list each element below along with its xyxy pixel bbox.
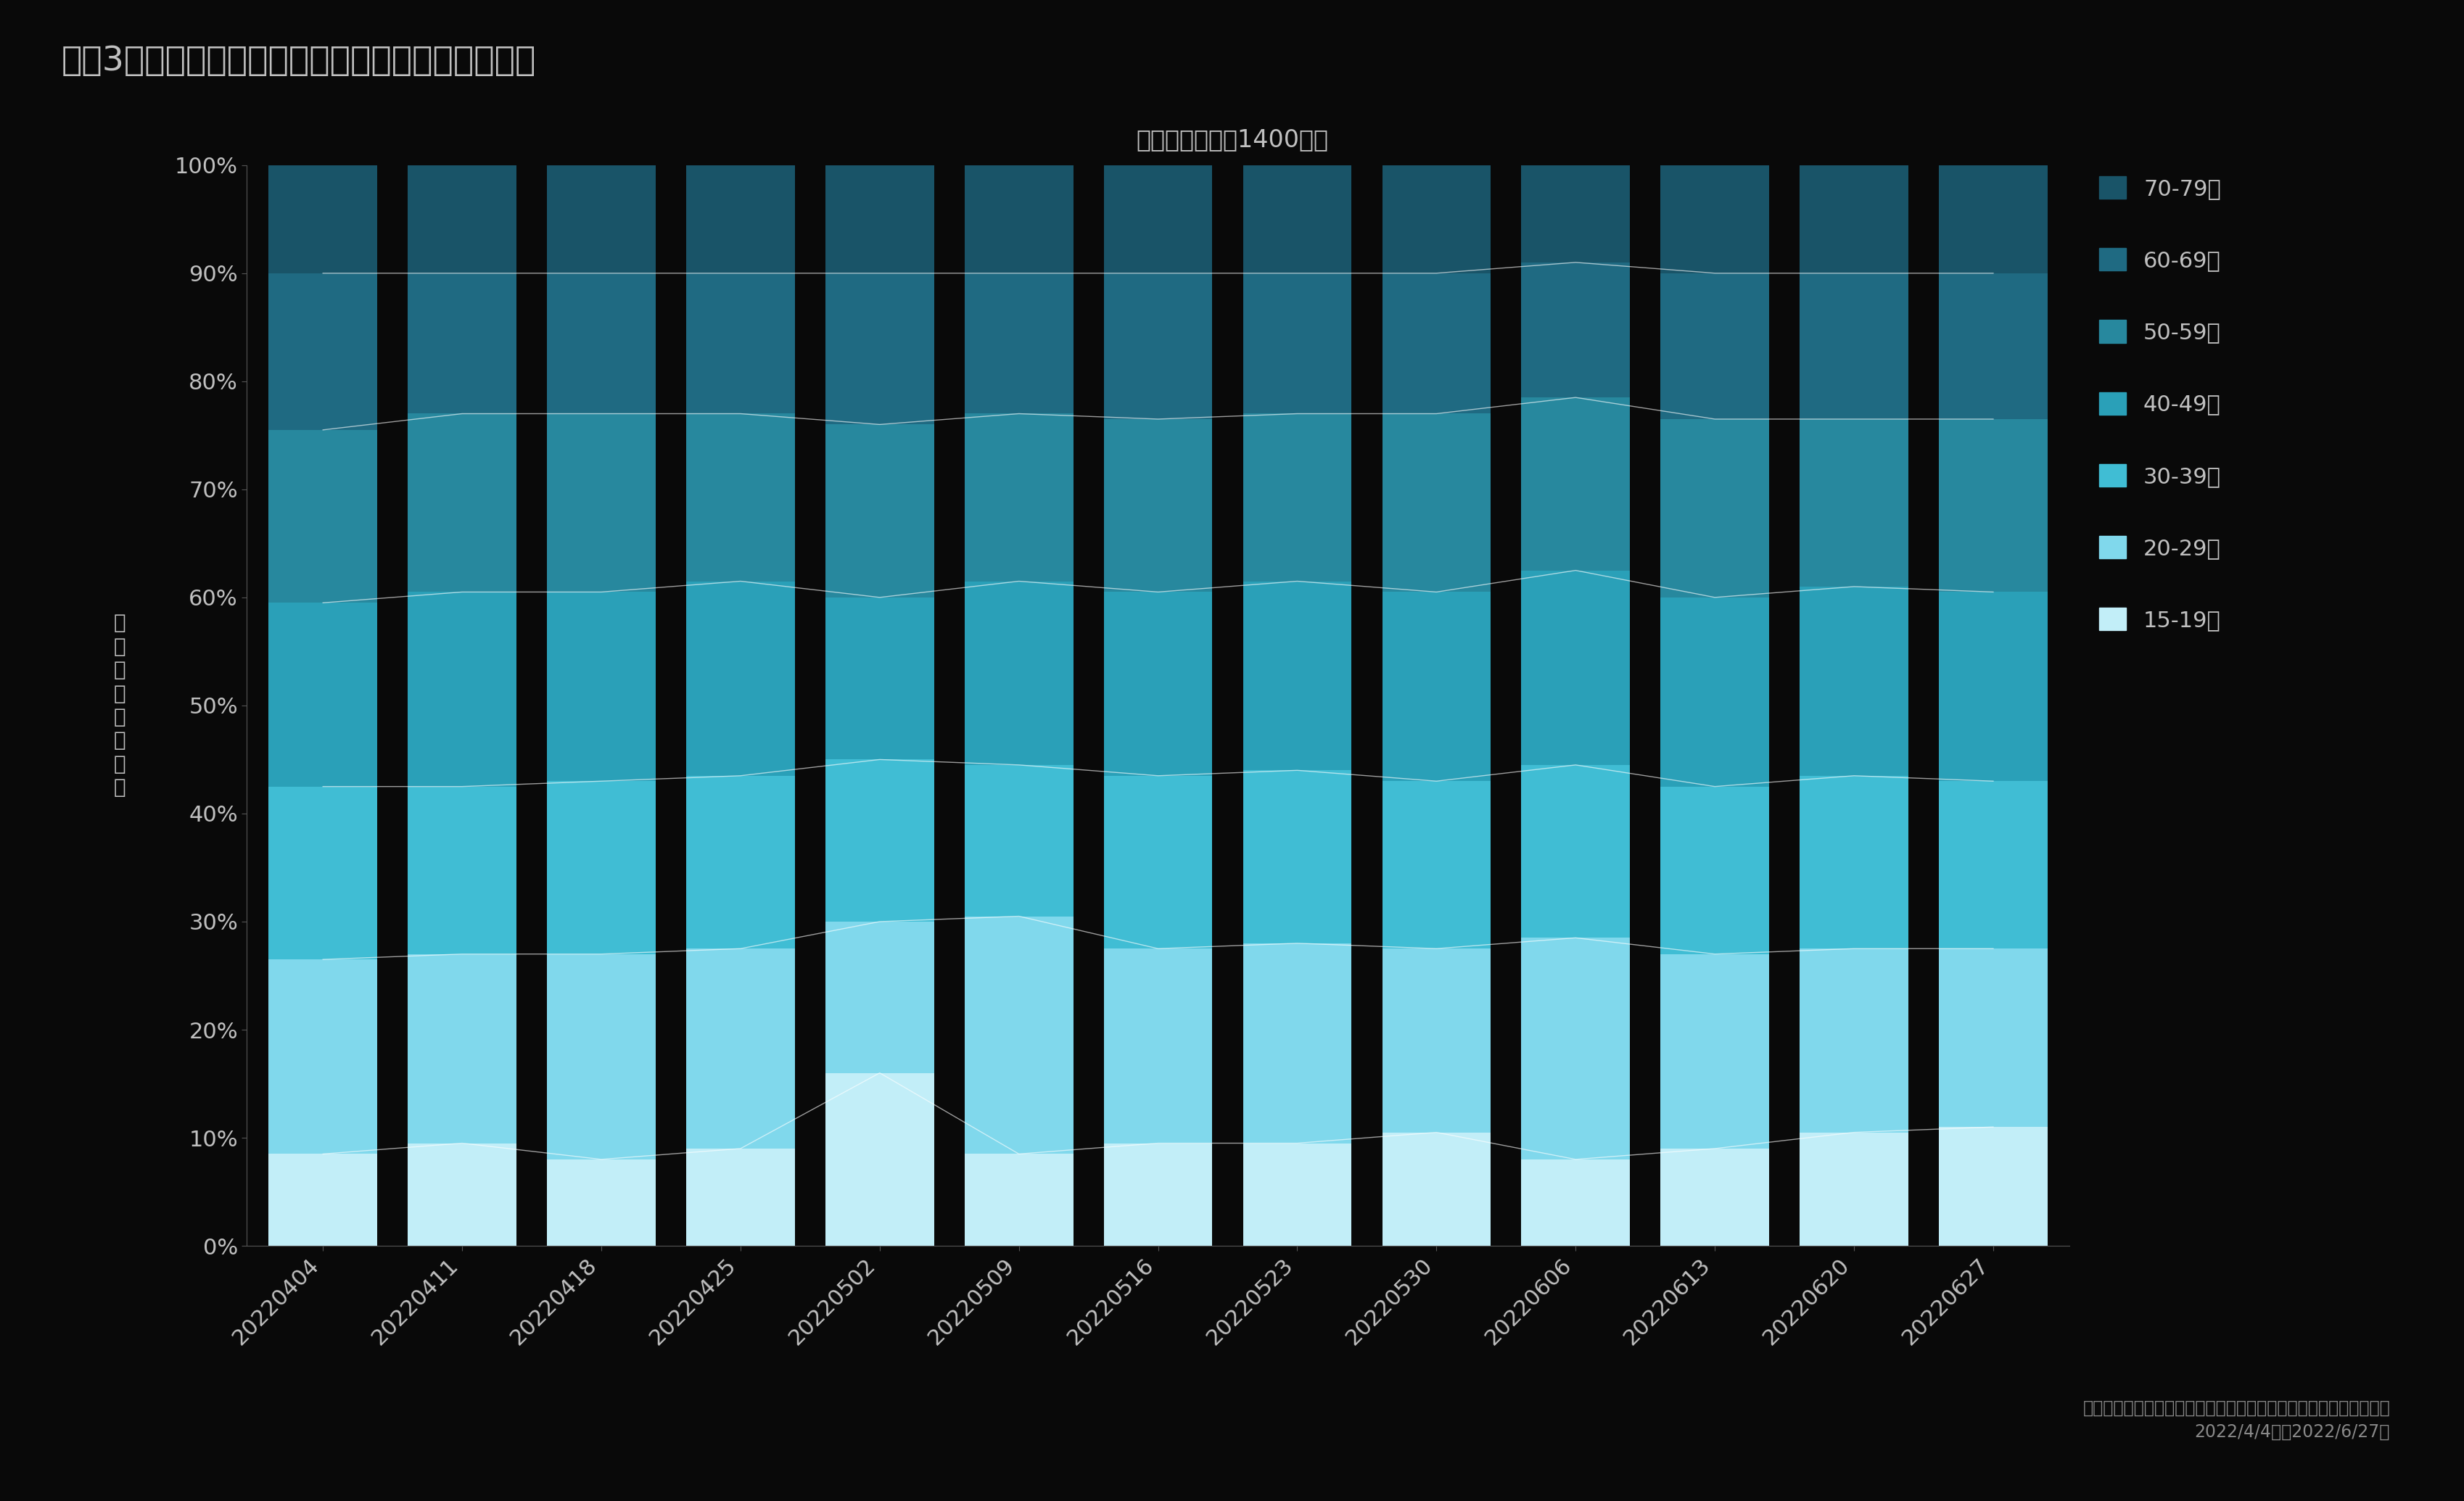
Bar (1661, 1148, 1769, 1246)
Bar (1104, 419, 1212, 591)
Bar (1939, 419, 2048, 591)
Bar (1520, 766, 1629, 938)
Bar (1104, 165, 1212, 273)
Bar (825, 165, 934, 273)
Text: データ：モバイル空間統計・国内人口分布統計（リアルタイム版）
2022/4/4週～2022/6/27週: データ：モバイル空間統計・国内人口分布統計（リアルタイム版） 2022/4/4週… (2082, 1399, 2390, 1441)
Bar (1939, 273, 2048, 419)
Bar (825, 922, 934, 1073)
Bar (1104, 949, 1212, 1144)
Bar (687, 414, 796, 581)
Bar (1382, 1132, 1491, 1246)
Bar (1799, 1132, 1907, 1246)
Bar (687, 581, 796, 776)
Bar (1242, 165, 1353, 273)
Bar (1382, 949, 1491, 1132)
Bar (1104, 776, 1212, 949)
Bar (547, 165, 655, 273)
Bar (1799, 273, 1907, 419)
Bar (547, 781, 655, 955)
Bar (269, 603, 377, 787)
Bar (1382, 591, 1491, 781)
Bar (825, 425, 934, 597)
Text: 江の島　休日・1400時台: 江の島 休日・1400時台 (1136, 128, 1328, 152)
Bar (1799, 776, 1907, 949)
Bar (963, 414, 1074, 581)
Bar (1242, 414, 1353, 581)
Bar (1939, 165, 2048, 273)
Bar (1799, 949, 1907, 1132)
Bar (269, 1154, 377, 1246)
Bar (1661, 273, 1769, 419)
Bar (547, 955, 655, 1159)
Bar (1939, 781, 2048, 949)
Bar (963, 766, 1074, 916)
Bar (1382, 165, 1491, 273)
Bar (269, 273, 377, 429)
Bar (1939, 591, 2048, 781)
Bar (687, 776, 796, 949)
Bar (963, 273, 1074, 414)
Bar (409, 591, 517, 787)
Bar (409, 1144, 517, 1246)
Bar (825, 1073, 934, 1246)
Bar (1382, 414, 1491, 591)
Bar (1520, 570, 1629, 766)
Bar (1382, 781, 1491, 949)
Bar (1520, 165, 1629, 263)
Bar (1661, 597, 1769, 787)
Bar (963, 916, 1074, 1154)
Bar (409, 165, 517, 273)
Bar (825, 597, 934, 760)
Bar (1799, 165, 1907, 273)
Bar (269, 429, 377, 603)
Legend: 70-79歳, 60-69歳, 50-59歳, 40-49歳, 30-39歳, 20-29歳, 15-19歳: 70-79歳, 60-69歳, 50-59歳, 40-49歳, 30-39歳, … (2099, 176, 2220, 630)
Bar (1382, 273, 1491, 414)
Bar (963, 581, 1074, 766)
Bar (1242, 770, 1353, 943)
Bar (687, 273, 796, 414)
Bar (825, 760, 934, 922)
Bar (963, 1154, 1074, 1246)
Bar (1661, 955, 1769, 1148)
Bar (1520, 263, 1629, 398)
Bar (547, 591, 655, 781)
Bar (687, 949, 796, 1148)
Bar (269, 165, 377, 273)
Bar (1104, 273, 1212, 419)
Bar (269, 959, 377, 1154)
Text: 直近3ヵ月の休日　江の島周辺人口年代構成比推移: 直近3ヵ月の休日 江の島周辺人口年代構成比推移 (62, 45, 537, 78)
Y-axis label: 滞
在
者
人
口
（
人
）: 滞 在 者 人 口 （ 人 ） (113, 612, 126, 799)
Bar (1104, 1144, 1212, 1246)
Bar (687, 165, 796, 273)
Bar (269, 787, 377, 959)
Bar (1104, 591, 1212, 776)
Bar (547, 1159, 655, 1246)
Bar (1661, 787, 1769, 955)
Bar (1661, 419, 1769, 597)
Bar (1939, 1127, 2048, 1246)
Bar (547, 414, 655, 591)
Bar (1242, 581, 1353, 770)
Bar (409, 414, 517, 591)
Bar (1939, 949, 2048, 1127)
Bar (1242, 1144, 1353, 1246)
Bar (1799, 587, 1907, 776)
Bar (1242, 273, 1353, 414)
Bar (1661, 165, 1769, 273)
Bar (687, 1148, 796, 1246)
Bar (409, 787, 517, 955)
Bar (409, 273, 517, 414)
Bar (547, 273, 655, 414)
Bar (1520, 938, 1629, 1159)
Bar (1799, 419, 1907, 587)
Bar (825, 273, 934, 425)
Bar (1520, 1159, 1629, 1246)
Bar (1520, 398, 1629, 570)
Bar (409, 955, 517, 1144)
Bar (1242, 943, 1353, 1144)
Bar (963, 165, 1074, 273)
